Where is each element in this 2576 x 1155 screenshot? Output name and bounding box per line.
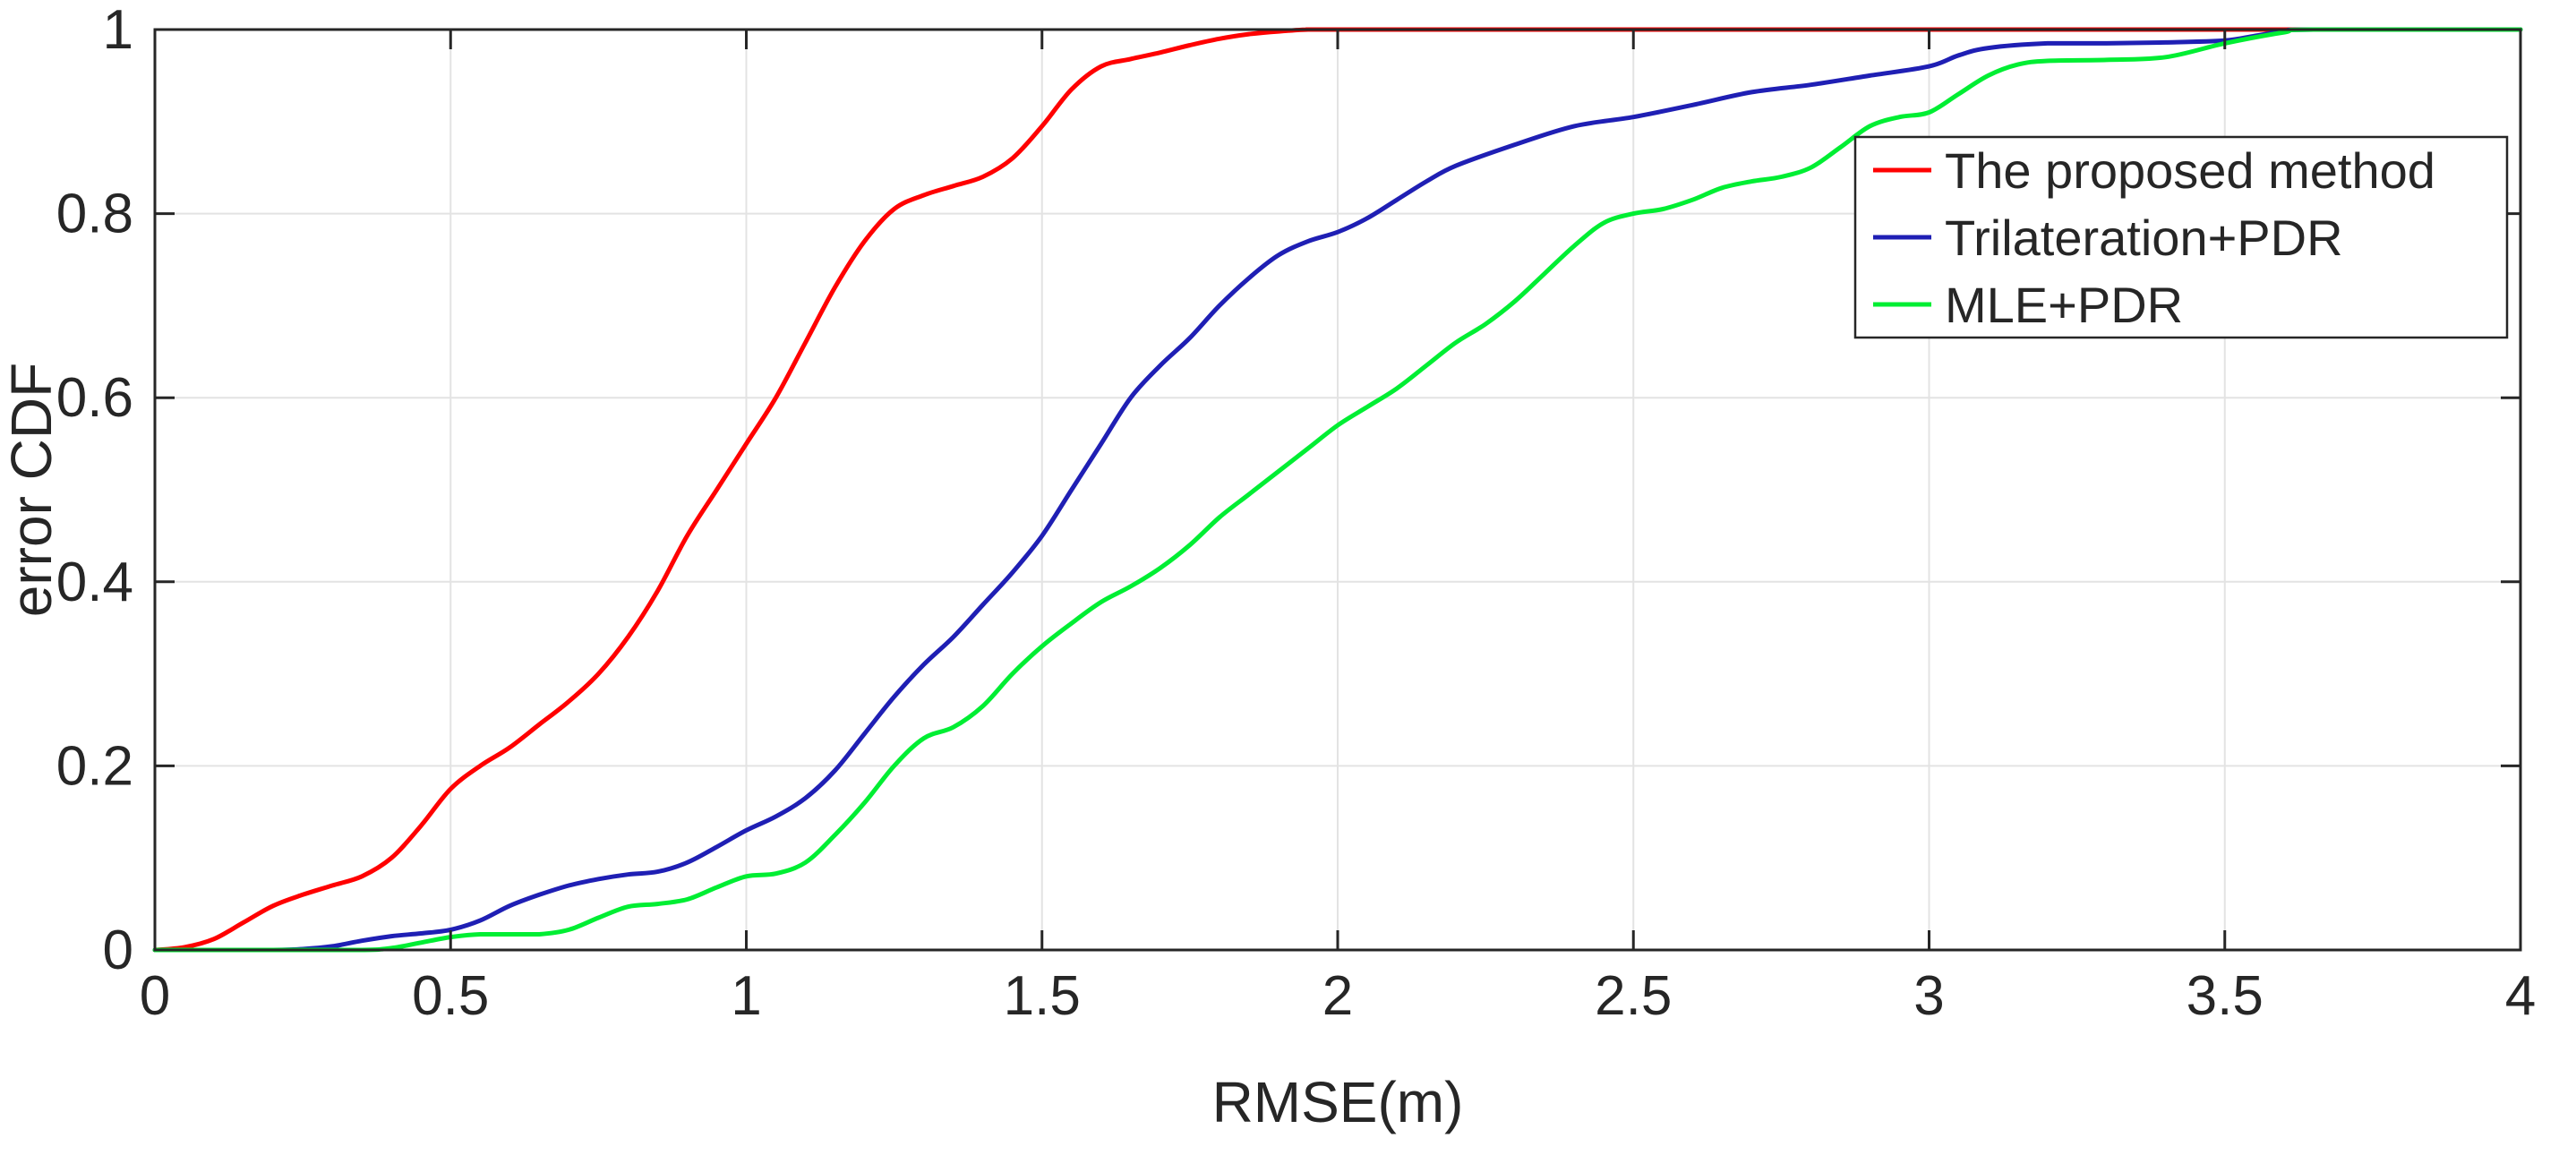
x-axis-title: RMSE(m) — [1212, 1070, 1464, 1134]
y-tick-label: 0.8 — [56, 184, 133, 245]
legend: The proposed method Trilateration+PDR MLE+… — [1853, 135, 2509, 339]
legend-label-mle-pdr: MLE+PDR — [1945, 277, 2183, 333]
y-tick-label: 0.2 — [56, 735, 133, 797]
y-tick-label: 0 — [103, 920, 133, 981]
x-tick-label: 1 — [731, 965, 761, 1027]
x-tick-label: 3 — [1913, 965, 1944, 1027]
legend-label-the-proposed-method: The proposed method — [1945, 142, 2435, 199]
series-line-trilateration-pdr — [152, 27, 2523, 953]
x-tick-label: 0 — [140, 965, 170, 1027]
x-tick-label: 0.5 — [412, 965, 489, 1027]
y-tick-label: 0.4 — [56, 552, 133, 613]
x-tick-label: 2 — [1322, 965, 1353, 1027]
x-tick-label: 4 — [2505, 965, 2536, 1027]
x-tick-label: 2.5 — [1595, 965, 1672, 1027]
x-tick-label: 1.5 — [1004, 965, 1081, 1027]
legend-box — [1853, 135, 2509, 339]
y-axis-title: error CDF — [0, 363, 64, 617]
legend-label-trilateration-pdr: Trilateration+PDR — [1945, 210, 2343, 266]
x-tick-label: 3.5 — [2187, 965, 2264, 1027]
tick-layer: 0 0.5 1 1.5 2 2.5 3 3.5 4 0 0.2 0.4 0.6 0.8 1 — [56, 0, 2536, 1027]
y-tick-label: 1 — [103, 0, 133, 61]
legend-items: The proposed method Trilateration+PDR MLE+… — [1873, 142, 2435, 333]
y-tick-label: 0.6 — [56, 367, 133, 429]
series-line-mle-pdr — [152, 27, 2523, 953]
